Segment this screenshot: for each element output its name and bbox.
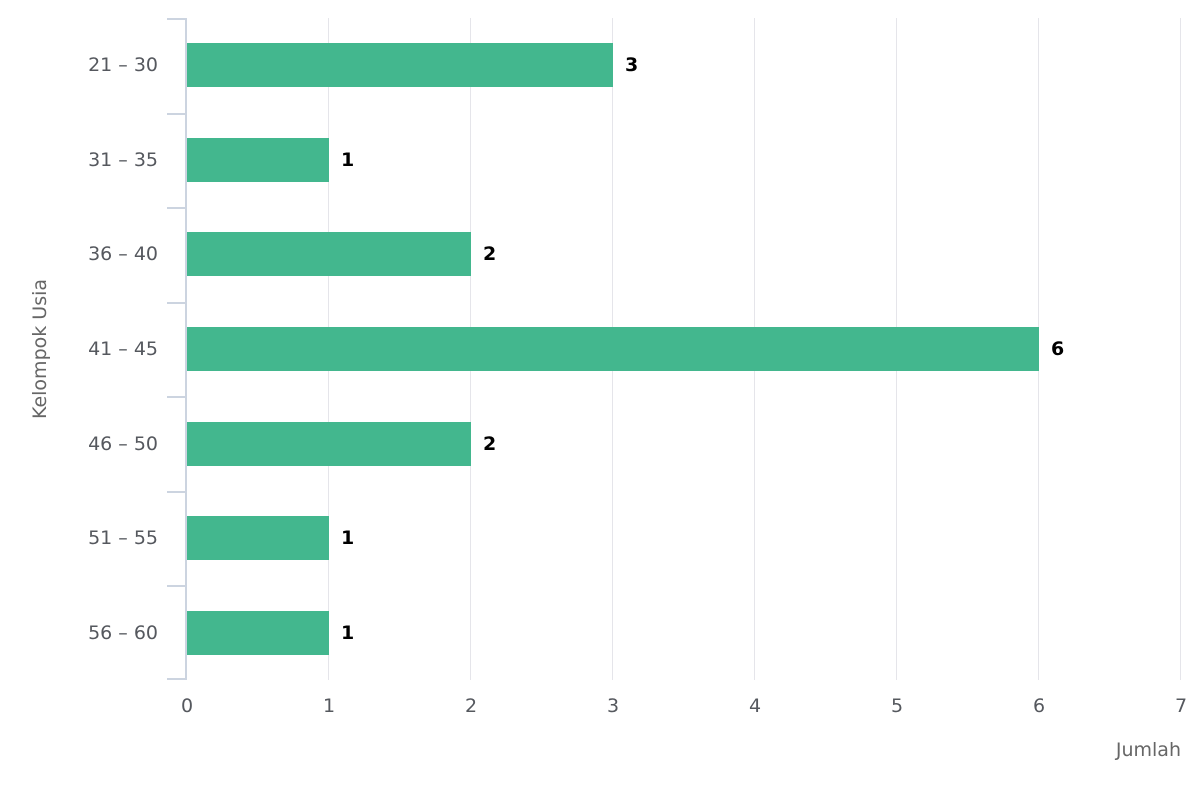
x-tick-label: 7 [1174,695,1188,717]
bar[interactable] [187,138,329,182]
category-label: 51 – 55 [88,527,158,549]
bar-value-label: 6 [1051,338,1065,360]
x-axis-title: Jumlah [1115,739,1181,761]
y-axis-tick [167,207,185,209]
category-label: 21 – 30 [88,54,158,76]
x-tick-label: 3 [606,695,620,717]
plot-area: 3 1 2 6 2 1 1 [167,18,1181,680]
y-axis-line [185,18,187,680]
category-label: 41 – 45 [88,338,158,360]
bar[interactable] [187,232,471,276]
y-axis-tick [167,491,185,493]
bar[interactable] [187,422,471,466]
bar-value-label: 2 [483,243,497,265]
x-tick-label: 5 [890,695,904,717]
bar-value-label: 1 [341,622,355,644]
y-axis-tick [167,678,185,680]
category-label: 46 – 50 [88,433,158,455]
y-axis-tick [167,18,185,20]
bar-value-label: 2 [483,433,497,455]
x-tick-label: 4 [748,695,762,717]
bar[interactable] [187,327,1039,371]
bar-value-label: 1 [341,527,355,549]
x-tick-label: 0 [180,695,194,717]
x-tick-label: 6 [1032,695,1046,717]
x-tick-label: 1 [322,695,336,717]
category-label: 56 – 60 [88,622,158,644]
bar[interactable] [187,43,613,87]
y-axis-tick [167,585,185,587]
bar-value-label: 1 [341,149,355,171]
y-axis-tick [167,396,185,398]
x-tick-label: 2 [464,695,478,717]
bar[interactable] [187,516,329,560]
bar-value-label: 3 [625,54,639,76]
category-label: 36 – 40 [88,243,158,265]
y-axis-tick [167,302,185,304]
gridline [1180,18,1181,680]
bar[interactable] [187,611,329,655]
category-label: 31 – 35 [88,149,158,171]
y-axis-tick [167,113,185,115]
